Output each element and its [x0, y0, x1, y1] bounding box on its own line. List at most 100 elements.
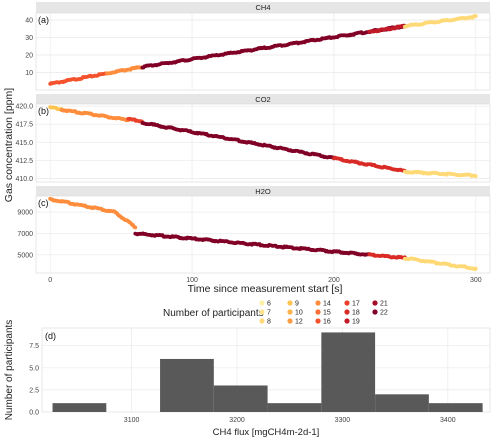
legend-item: 16: [315, 318, 331, 326]
legend-label: 10: [295, 310, 303, 317]
x-tick-label: 200: [328, 277, 340, 284]
legend: Number of participants 6 7 8 9 10 12 14 15 16 17 1…: [163, 300, 388, 326]
y-tick-label: 410.0: [15, 176, 33, 183]
y-tick-label: 412.5: [15, 158, 33, 165]
panel-co2: CO2 410.0 412.5 415.0 417.5 420.0 (b): [15, 94, 491, 183]
histogram-bar: [52, 403, 107, 412]
data-point: [473, 174, 478, 179]
panel-title: H2O: [255, 187, 271, 196]
legend-label: 22: [380, 310, 388, 317]
legend-swatch: [287, 300, 293, 306]
y-tick-label: 10: [25, 70, 33, 77]
y-tick-label: 20: [25, 53, 33, 60]
legend-swatch: [315, 309, 321, 315]
histogram-bar: [321, 332, 376, 412]
panel-tag: (a): [38, 15, 49, 25]
panel-title: CO2: [255, 95, 270, 104]
panel-histogram: 3100 3200 3300 3400 0.0 2.5 5.0 7.5 (d) Number of…: [4, 320, 491, 438]
legend-item: 12: [287, 318, 303, 326]
legend-label: 9: [295, 301, 299, 308]
series-points: [48, 196, 478, 272]
legend-swatch: [372, 300, 378, 306]
legend-label: 18: [352, 310, 360, 317]
legend-swatch: [344, 318, 350, 324]
histogram-bar: [213, 385, 268, 412]
y-tick-label: 30: [25, 35, 33, 42]
panel-ch4: CH4 10 20 30 40 (a): [25, 2, 491, 91]
legend-swatch: [259, 318, 265, 324]
legend-item: 8: [259, 318, 271, 326]
legend-swatch: [287, 318, 293, 324]
legend-label: 12: [295, 319, 303, 326]
y-tick-label: 415.0: [15, 140, 33, 147]
y-tick-label: 5.0: [29, 365, 39, 372]
y-tick-label: 0.0: [29, 410, 39, 417]
panel-title: CH4: [255, 3, 270, 12]
x-tick-label: 3100: [124, 417, 140, 424]
legend-swatch: [344, 309, 350, 315]
y-axis-label: Number of participants: [4, 320, 15, 421]
histogram-bar: [428, 403, 483, 412]
legend-swatch: [344, 300, 350, 306]
y-tick-label: 7.5: [29, 343, 39, 350]
legend-label: 21: [380, 301, 388, 308]
legend-label: 8: [267, 319, 271, 326]
legend-item: 19: [344, 318, 360, 326]
legend-label: 19: [352, 319, 360, 326]
strip: [36, 94, 490, 104]
strip: [36, 2, 490, 13]
panel-tag: (d): [45, 331, 56, 341]
histogram-bar: [267, 403, 322, 412]
legend-swatch: [287, 309, 293, 315]
legend-item: 6: [259, 300, 271, 308]
data-point: [133, 225, 138, 230]
legend-item: 21: [372, 300, 388, 308]
legend-swatch: [315, 318, 321, 324]
x-tick-label: 3400: [440, 417, 456, 424]
legend-item: 18: [344, 309, 360, 317]
legend-swatch: [259, 309, 265, 315]
series-points: [48, 105, 478, 179]
shared-x-label: Time since measurement start [s]: [188, 283, 343, 295]
legend-title: Number of participants: [163, 308, 264, 319]
y-tick-label: 2.5: [29, 387, 39, 394]
y-tick-label: 417.5: [15, 122, 33, 129]
data-point: [473, 14, 478, 18]
data-point: [473, 266, 478, 271]
legend-item: 9: [287, 300, 299, 308]
x-axis-label: CH4 flux [mgCH4m-2d-1]: [213, 427, 320, 438]
legend-label: 15: [323, 310, 331, 317]
legend-swatch: [372, 309, 378, 315]
y-tick-label: 40: [25, 18, 33, 25]
legend-label: 7: [267, 310, 271, 317]
y-tick-label: 5000: [17, 252, 33, 259]
legend-item: 17: [344, 300, 360, 308]
panel-tag: (c): [38, 198, 49, 208]
legend-label: 14: [323, 301, 331, 308]
legend-item: 22: [372, 309, 388, 317]
legend-label: 17: [352, 301, 360, 308]
y-tick-label: 420.0: [15, 104, 33, 111]
x-tick-label: 3300: [335, 417, 351, 424]
legend-swatch: [315, 300, 321, 306]
y-tick-label: 9000: [17, 210, 33, 217]
series-points: [48, 14, 478, 86]
legend-label: 16: [323, 319, 331, 326]
histogram-bar: [375, 394, 429, 412]
x-tick-label: 300: [470, 277, 482, 284]
legend-label: 6: [267, 301, 271, 308]
legend-item: 14: [315, 300, 331, 308]
histogram-bar: [160, 358, 214, 412]
y-tick-label: 7000: [17, 231, 33, 238]
panel-tag: (b): [38, 106, 49, 116]
strip: [36, 186, 490, 196]
panel-h2o: H2O 5000 7000 9000 (c) 0 100 200 300: [17, 186, 491, 284]
legend-swatch: [259, 300, 265, 306]
x-tick-label: 100: [186, 277, 198, 284]
legend-item: 7: [259, 309, 271, 317]
legend-item: 10: [287, 309, 303, 317]
shared-y-label: Gas concentration [ppm]: [3, 88, 15, 202]
x-tick-label: 3200: [229, 417, 245, 424]
x-tick-label: 0: [48, 277, 52, 284]
